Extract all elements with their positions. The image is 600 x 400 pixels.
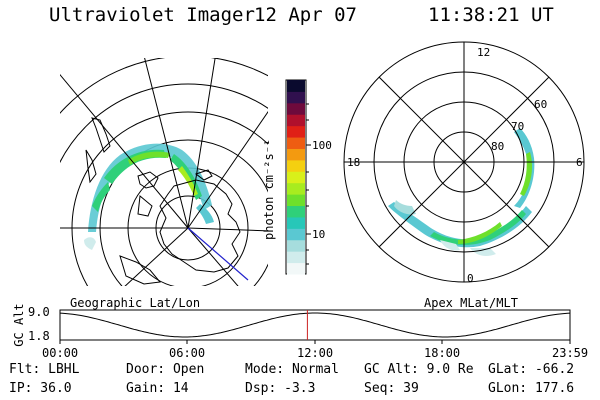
gc-alt-axis-label: GC Alt <box>12 303 26 347</box>
info-door: Door: Open <box>126 362 205 377</box>
gc-alt-plot <box>59 309 571 344</box>
colorbar-cell <box>287 171 305 184</box>
colorbar-cell <box>287 91 305 104</box>
time-tick-2359: 23:59 <box>552 346 589 360</box>
colorbar-cell <box>287 251 305 264</box>
geographic-map <box>60 58 268 286</box>
colorbar-cell <box>287 102 305 115</box>
apex-polar-plot <box>343 41 585 283</box>
info-gain: Gain: 14 <box>126 381 189 396</box>
colorbar-tick-100: 100 <box>312 139 332 152</box>
colorbar-cell <box>287 114 305 127</box>
observation-time: 11:38:21 UT <box>428 4 554 26</box>
observation-date: 12 Apr 07 <box>254 4 357 26</box>
colorbar-cell <box>287 216 305 229</box>
gc-alt-ymax: 9.0 <box>28 305 50 319</box>
colorbar-cell <box>287 228 305 241</box>
colorbar-tick-10: 10 <box>312 228 326 241</box>
left-panel-caption: Geographic Lat/Lon <box>70 296 201 310</box>
info-glon: GLon: 177.6 <box>488 381 575 396</box>
colorbar-unit-label: photon cm⁻²s⁻¹ <box>262 138 276 240</box>
colorbar-cell <box>287 205 305 218</box>
info-dsp: Dsp: -3.3 <box>245 381 316 396</box>
info-glat: GLat: -66.2 <box>488 362 575 377</box>
colorbar-cell <box>287 182 305 195</box>
info-mode: Mode: Normal <box>245 362 339 377</box>
instrument-title: Ultraviolet Imager <box>49 4 255 26</box>
mlt-label-0: 0 <box>467 272 474 285</box>
time-tick-1200: 12:00 <box>297 346 334 360</box>
time-tick-1800: 18:00 <box>424 346 461 360</box>
mlat-label-60: 60 <box>534 98 548 111</box>
colorbar-cell <box>287 262 305 275</box>
info-ip: IP: 36.0 <box>9 381 72 396</box>
mlat-label-70: 70 <box>511 120 525 133</box>
mlat-label-80: 80 <box>491 140 505 153</box>
info-filter: Flt: LBHL <box>9 362 80 377</box>
info-seq: Seq: 39 <box>364 381 419 396</box>
colorbar-cell <box>287 148 305 161</box>
colorbar-cell <box>287 80 305 92</box>
colorbar-cell <box>287 239 305 252</box>
colorbar-cell <box>287 125 305 138</box>
aurora-emission-right <box>388 128 535 256</box>
mlt-label-6: 6 <box>576 156 583 169</box>
info-gc-alt: GC Alt: 9.0 Re <box>364 362 474 377</box>
colorbar-cell <box>287 159 305 172</box>
right-panel-caption: Apex MLat/MLT <box>424 296 518 310</box>
mlt-label-12: 12 <box>477 46 491 59</box>
gc-alt-ymin: 1.8 <box>28 329 50 343</box>
colorbar-cell <box>287 194 305 207</box>
mlt-label-18: 18 <box>347 156 361 169</box>
intensity-colorbar <box>285 79 311 275</box>
colorbar-cell <box>287 137 305 149</box>
time-tick-0600: 06:00 <box>169 346 206 360</box>
time-tick-0000: 00:00 <box>42 346 79 360</box>
